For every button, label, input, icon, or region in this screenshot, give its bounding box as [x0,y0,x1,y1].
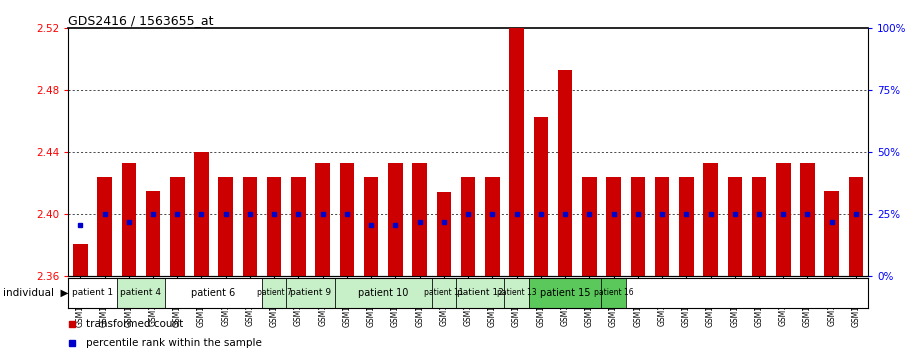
Bar [286,278,335,308]
Bar [602,278,625,308]
Bar [752,177,766,276]
Text: individual  ▶: individual ▶ [3,288,68,298]
Text: patient 16: patient 16 [594,289,634,297]
Bar [529,278,602,308]
Bar [485,177,500,276]
Bar [364,177,378,276]
Text: GDS2416 / 1563655_at: GDS2416 / 1563655_at [68,14,214,27]
Bar [679,177,694,276]
Bar [335,278,432,308]
Bar [122,163,136,276]
Text: patient 7: patient 7 [256,289,292,297]
Bar [727,177,742,276]
Text: patient 1: patient 1 [72,289,113,297]
Bar [534,116,548,276]
Bar [97,177,112,276]
Bar [413,163,427,276]
Bar [262,278,286,308]
Bar [849,177,864,276]
Bar [800,163,814,276]
Bar [704,163,718,276]
Bar [165,278,262,308]
Bar [388,163,403,276]
Bar [218,177,233,276]
Bar [116,278,165,308]
Text: patient 10: patient 10 [358,288,408,298]
Bar [509,27,524,276]
Bar [606,177,621,276]
Bar [432,278,456,308]
Bar [654,177,669,276]
Bar [170,177,185,276]
Bar [73,244,87,276]
Bar [461,177,475,276]
Bar [68,278,116,308]
Text: patient 12: patient 12 [457,289,504,297]
Bar [243,177,257,276]
Bar [267,177,282,276]
Text: patient 6: patient 6 [192,288,235,298]
Bar [558,70,573,276]
Bar [340,163,355,276]
Bar [456,278,504,308]
Text: patient 11: patient 11 [425,289,464,297]
Text: patient 15: patient 15 [540,288,590,298]
Bar [195,152,209,276]
Bar [436,193,451,276]
Text: patient 4: patient 4 [120,289,162,297]
Bar [776,163,791,276]
Bar [315,163,330,276]
Bar [504,278,529,308]
Text: percentile rank within the sample: percentile rank within the sample [85,338,262,348]
Bar [824,191,839,276]
Bar [145,191,160,276]
Bar [291,177,305,276]
Bar [631,177,645,276]
Text: patient 9: patient 9 [290,289,331,297]
Text: transformed count: transformed count [85,319,183,329]
Text: patient 13: patient 13 [497,289,536,297]
Bar [582,177,596,276]
